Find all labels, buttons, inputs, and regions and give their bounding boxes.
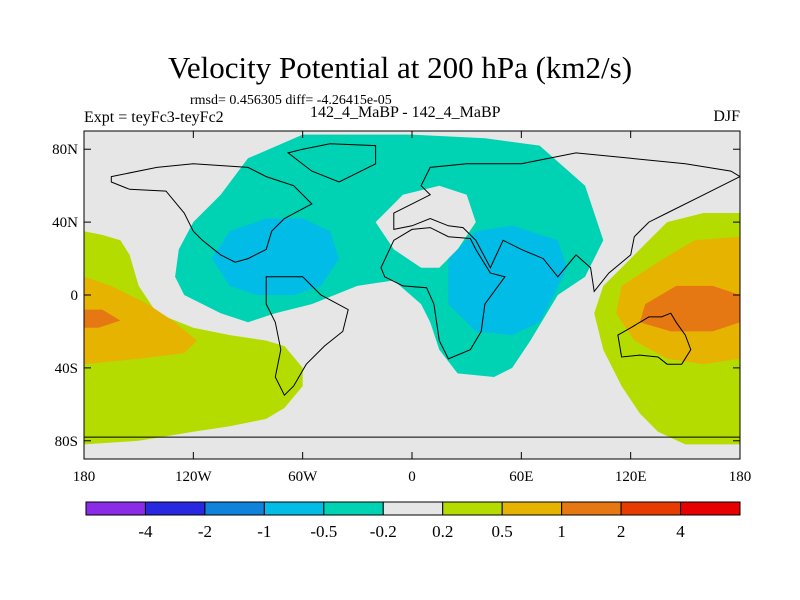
coastline-africa — [380, 227, 506, 360]
y-tick-label: 40N — [52, 215, 78, 231]
colorbar-label: 0.5 — [492, 522, 513, 541]
colorbar-box — [501, 501, 563, 516]
contour-region-neutral-hole — [375, 185, 476, 268]
coastline-eurasia — [393, 152, 740, 293]
colorbar-box — [323, 501, 384, 516]
colorbar-box — [680, 501, 741, 516]
colorbar-label: -0.2 — [370, 522, 397, 541]
colorbar: -4 -2 -1 -0.5 -0.2 0.2 0.5 1 2 4 — [85, 501, 741, 541]
left-label: Expt = teyFc3-teyFc2 — [84, 109, 224, 126]
contour-fills — [84, 134, 740, 445]
colorbar-box — [620, 501, 682, 516]
coastline-australia — [617, 312, 692, 365]
x-tick-label: 0 — [408, 469, 416, 485]
contour-region-negative-moderate-americas — [211, 218, 340, 295]
x-tick-label: 120W — [175, 469, 213, 485]
stats-text: rmsd= 0.456305 diff= -4.26415e-05 — [190, 93, 392, 108]
colorbar-label: -2 — [198, 522, 212, 541]
x-tick-label: 60E — [509, 469, 533, 485]
colorbar-label: 4 — [676, 522, 685, 541]
colorbar-label: -1 — [257, 522, 271, 541]
map-area — [83, 130, 741, 460]
coastline-south-america — [265, 276, 349, 397]
y-tick-label: 40S — [55, 361, 78, 377]
x-tick-label: 60W — [288, 469, 318, 485]
x-axis: 180 120W 60W 0 60E 120E 180 — [73, 131, 752, 485]
coastline-north-america — [110, 163, 313, 263]
y-tick-label: 0 — [71, 288, 79, 304]
y-axis: 80N 40N 0 40S 80S — [52, 142, 740, 450]
colorbar-box — [382, 501, 444, 516]
coastline-greenland — [286, 143, 377, 183]
colorbar-label: 2 — [617, 522, 626, 541]
chart-title: Velocity Potential at 200 hPa (km2/s) — [167, 50, 633, 85]
colorbar-label: 1 — [557, 522, 566, 541]
y-tick-label: 80S — [55, 434, 78, 450]
colorbar-box — [561, 501, 622, 516]
colorbar-label: 0.2 — [432, 522, 453, 541]
colorbar-label: -0.5 — [310, 522, 337, 541]
colorbar-label: -4 — [138, 522, 153, 541]
x-tick-label: 120E — [615, 469, 647, 485]
x-tick-label: 180 — [729, 469, 752, 485]
y-tick-label: 80N — [52, 142, 78, 158]
contour-region-positive-strong-east — [639, 285, 740, 332]
contour-region-positive-strong-west — [84, 309, 121, 328]
colorbar-box — [85, 501, 146, 516]
contour-region-positive-moderate-west — [84, 276, 197, 365]
coastlines — [84, 143, 740, 438]
x-tick-label: 180 — [73, 469, 96, 485]
colorbar-box — [442, 501, 503, 516]
right-label: DJF — [713, 108, 740, 125]
colorbar-box — [144, 501, 206, 516]
colorbar-box — [204, 501, 265, 516]
colorbar-box — [263, 501, 325, 516]
center-label: 142_4_MaBP - 142_4_MaBP — [310, 104, 501, 121]
